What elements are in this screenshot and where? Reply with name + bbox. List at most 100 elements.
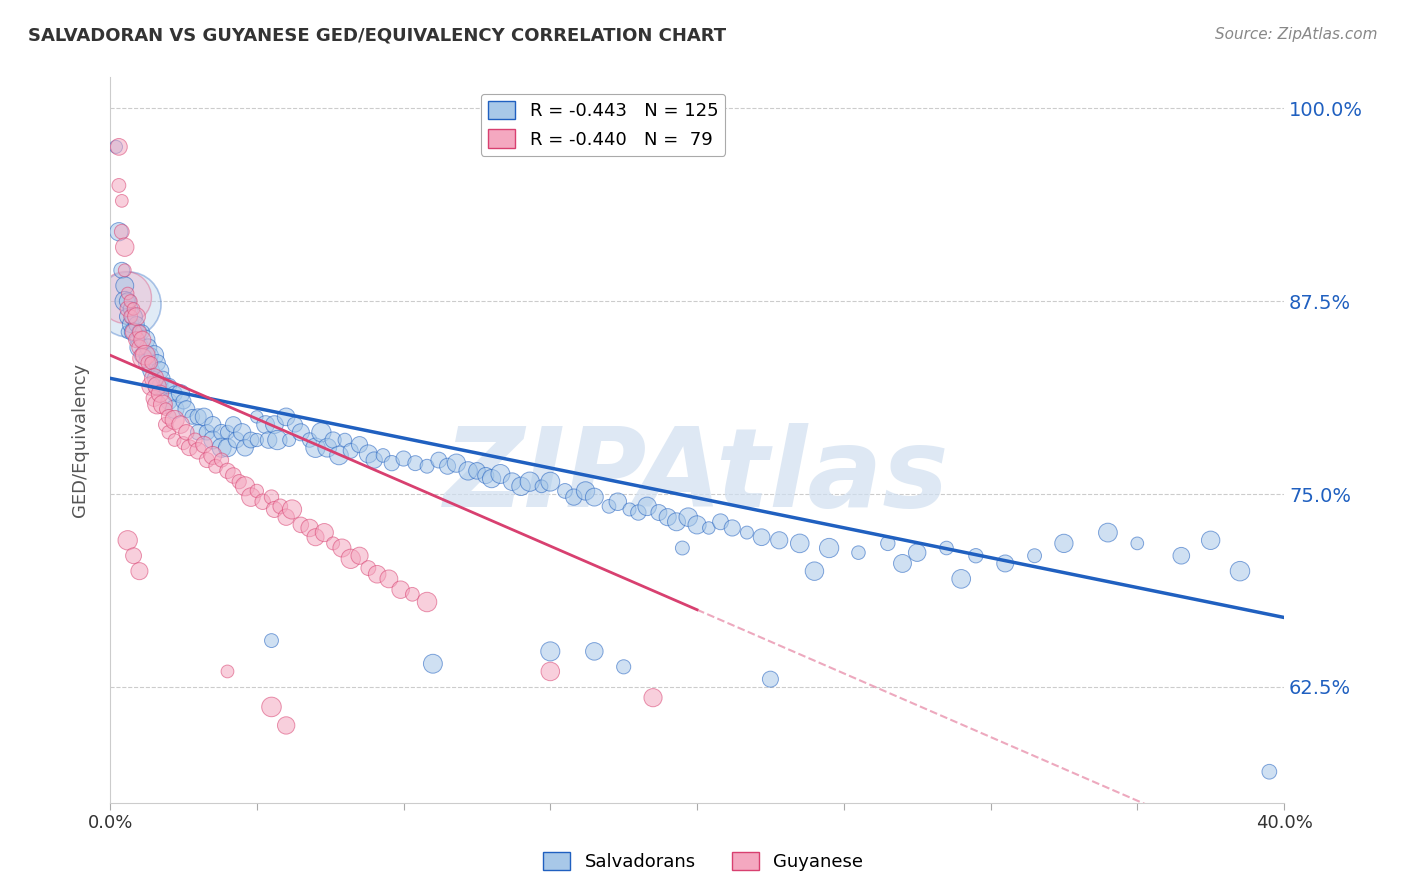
Point — [143, 392, 166, 406]
Point — [457, 464, 479, 478]
Point — [489, 467, 512, 481]
Point — [195, 453, 218, 467]
Point — [187, 425, 209, 440]
Point — [143, 348, 166, 362]
Point — [422, 657, 444, 671]
Point — [141, 356, 163, 370]
Point — [108, 140, 131, 154]
Point — [193, 437, 215, 451]
Point — [818, 541, 841, 555]
Point — [146, 356, 169, 370]
Point — [613, 660, 636, 674]
Point — [217, 464, 239, 478]
Point — [322, 536, 344, 550]
Point — [114, 240, 136, 254]
Point — [134, 348, 156, 362]
Point — [648, 506, 671, 520]
Point — [128, 325, 150, 339]
Point — [349, 437, 371, 451]
Point — [239, 490, 262, 504]
Point — [149, 379, 172, 393]
Point — [184, 433, 207, 447]
Point — [187, 409, 209, 424]
Point — [114, 263, 136, 277]
Point — [141, 363, 163, 377]
Point — [120, 318, 142, 332]
Point — [136, 341, 159, 355]
Point — [366, 567, 388, 582]
Point — [117, 533, 139, 548]
Point — [122, 549, 145, 563]
Point — [157, 409, 180, 424]
Point — [311, 425, 333, 440]
Point — [304, 530, 326, 544]
Point — [260, 490, 283, 504]
Point — [172, 394, 194, 409]
Point — [117, 286, 139, 301]
Point — [530, 479, 553, 493]
Point — [217, 441, 239, 455]
Point — [328, 449, 350, 463]
Point — [152, 371, 174, 385]
Point — [163, 413, 186, 427]
Point — [254, 417, 277, 432]
Point — [333, 433, 356, 447]
Text: SALVADORAN VS GUYANESE GED/EQUIVALENCY CORRELATION CHART: SALVADORAN VS GUYANESE GED/EQUIVALENCY C… — [28, 27, 727, 45]
Point — [111, 194, 134, 208]
Point — [401, 587, 423, 601]
Point — [211, 453, 233, 467]
Point — [759, 672, 782, 686]
Point — [217, 425, 239, 440]
Point — [709, 515, 731, 529]
Point — [157, 394, 180, 409]
Point — [735, 525, 758, 540]
Point — [371, 449, 394, 463]
Point — [152, 398, 174, 412]
Point — [117, 297, 139, 311]
Point — [157, 379, 180, 393]
Point — [1126, 536, 1149, 550]
Point — [117, 325, 139, 339]
Point — [950, 572, 973, 586]
Point — [392, 451, 415, 466]
Point — [290, 425, 312, 440]
Point — [201, 417, 224, 432]
Point — [538, 665, 561, 679]
Point — [686, 517, 709, 532]
Point — [905, 546, 928, 560]
Point — [225, 433, 247, 447]
Point — [146, 398, 169, 412]
Point — [125, 333, 148, 347]
Point — [157, 425, 180, 440]
Point — [636, 500, 658, 514]
Point — [339, 551, 361, 566]
Point — [204, 459, 226, 474]
Point — [284, 417, 307, 432]
Point — [357, 447, 380, 461]
Point — [231, 425, 253, 440]
Point — [117, 301, 139, 316]
Point — [316, 441, 339, 455]
Point — [381, 456, 404, 470]
Point — [404, 456, 426, 470]
Point — [276, 510, 298, 524]
Point — [179, 441, 201, 455]
Point — [217, 665, 239, 679]
Point — [233, 441, 256, 455]
Point — [641, 690, 664, 705]
Point — [298, 521, 321, 535]
Point — [721, 521, 744, 535]
Point — [751, 530, 773, 544]
Point — [474, 468, 496, 483]
Point — [163, 386, 186, 401]
Point — [276, 409, 298, 424]
Point — [111, 263, 134, 277]
Point — [436, 459, 458, 474]
Point — [416, 459, 439, 474]
Point — [187, 443, 209, 458]
Point — [193, 409, 215, 424]
Point — [298, 433, 321, 447]
Point — [606, 494, 628, 508]
Point — [122, 310, 145, 324]
Point — [239, 433, 262, 447]
